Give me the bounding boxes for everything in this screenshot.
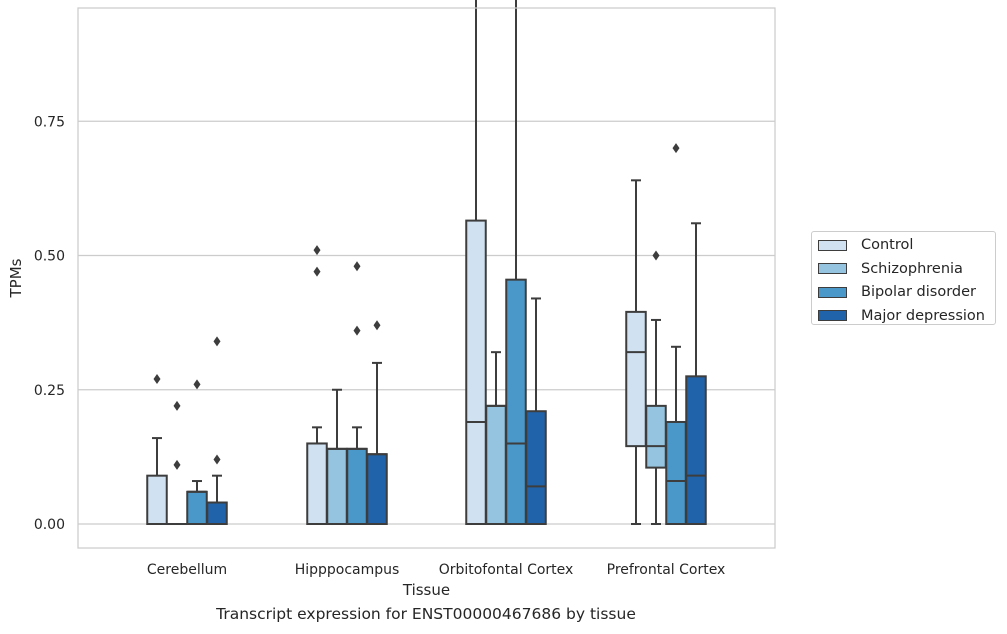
box-control bbox=[146, 374, 168, 526]
box-major-depression bbox=[525, 297, 547, 526]
box-bipolar-disorder bbox=[505, 0, 527, 526]
x-axis-ticks: Cerebellum Hipppocampus Orbitofontal Corte… bbox=[147, 562, 725, 578]
legend: Control Schizophrenia Bipolar disorder Majo… bbox=[811, 231, 996, 325]
box bbox=[485, 404, 507, 525]
box-control bbox=[465, 0, 487, 525]
outlier-point bbox=[153, 374, 161, 385]
outlier-point bbox=[193, 379, 201, 390]
y-tick-label: 0.00 bbox=[34, 517, 65, 533]
box-major-depression bbox=[206, 336, 228, 525]
box-series bbox=[146, 0, 707, 526]
box bbox=[186, 490, 208, 525]
outlier-point bbox=[313, 266, 321, 277]
box bbox=[206, 501, 228, 525]
outlier-point bbox=[672, 143, 680, 154]
box-schizophrenia bbox=[485, 351, 507, 525]
legend-swatch bbox=[818, 263, 847, 274]
outlier-point bbox=[353, 325, 361, 336]
x-tick-label: Hipppocampus bbox=[295, 562, 400, 578]
legend-item: Bipolar disorder bbox=[818, 282, 976, 302]
outlier-point bbox=[213, 336, 221, 347]
legend-item: Schizophrenia bbox=[818, 259, 963, 279]
box-control bbox=[625, 179, 647, 525]
box-major-depression bbox=[685, 222, 707, 526]
box bbox=[525, 410, 547, 526]
legend-swatch bbox=[818, 286, 847, 298]
box bbox=[346, 447, 368, 526]
box bbox=[306, 442, 328, 526]
outlier-point bbox=[173, 459, 181, 470]
y-tick-label: 0.25 bbox=[34, 383, 65, 399]
outlier-point bbox=[652, 250, 660, 261]
y-axis-ticks: 0.000.250.500.751.001.251.501.75 bbox=[34, 114, 65, 533]
legend-item: Control bbox=[818, 235, 913, 255]
box bbox=[326, 447, 348, 526]
x-tick-label: Prefrontal Cortex bbox=[607, 562, 726, 578]
box-control bbox=[306, 245, 328, 526]
box bbox=[665, 420, 687, 525]
legend-label: Control bbox=[861, 237, 914, 253]
x-tick-label: Cerebellum bbox=[147, 562, 227, 578]
outlier-point bbox=[353, 261, 361, 272]
legend-swatch bbox=[818, 239, 847, 251]
legend-label: Bipolar disorder bbox=[861, 284, 976, 300]
x-axis-title: Tissue bbox=[402, 581, 450, 599]
box bbox=[465, 219, 487, 525]
box-major-depression bbox=[366, 320, 388, 525]
box bbox=[625, 310, 647, 448]
x-tick-label: Orbitofontal Cortex bbox=[439, 562, 574, 578]
outlier-point bbox=[313, 245, 321, 256]
y-tick-label: 0.50 bbox=[34, 249, 65, 265]
outlier-point bbox=[373, 320, 381, 331]
outlier-point bbox=[173, 400, 181, 411]
legend-label: Schizophrenia bbox=[861, 260, 963, 277]
plot-frame bbox=[77, 7, 776, 549]
box bbox=[366, 453, 388, 525]
y-axis-title: TPMs bbox=[7, 258, 25, 298]
box bbox=[685, 375, 707, 526]
box bbox=[146, 474, 168, 526]
chart-caption: Transcript expression for ENST0000046768… bbox=[216, 605, 636, 623]
legend-label: Major depression bbox=[861, 307, 985, 324]
y-tick-label: 0.75 bbox=[34, 114, 65, 130]
outlier-point bbox=[213, 454, 221, 465]
box bbox=[505, 278, 527, 526]
box bbox=[645, 404, 667, 469]
legend-swatch bbox=[818, 310, 847, 321]
legend-item: Major depression bbox=[818, 306, 985, 326]
